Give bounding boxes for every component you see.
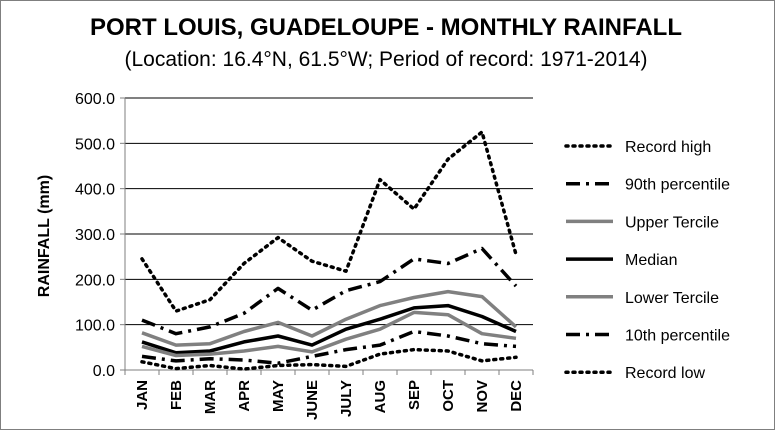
y-tick-labels: 0.0 100.0 200.0 300.0 400.0 500.0 600.0 [75, 91, 115, 380]
y-tick-label: 100.0 [75, 318, 115, 335]
series-line-3 [141, 303, 517, 355]
y-tick-label: 500.0 [75, 136, 115, 153]
y-tick-label: 300.0 [75, 227, 115, 244]
x-tick-label: JUNE [304, 380, 321, 420]
series-lines [140, 130, 518, 371]
chart-subtitle: (Location: 16.4°N, 61.5°W; Period of rec… [124, 48, 647, 71]
x-tick-label: FEB [168, 380, 185, 410]
legend-label-5: 10th percentile [625, 328, 730, 345]
series-line-0 [140, 130, 518, 313]
legend-label-0: Record high [625, 139, 711, 156]
series-line-5 [141, 329, 517, 365]
x-tick-label: OCT [440, 380, 457, 412]
y-tick-label: 200.0 [75, 272, 115, 289]
x-tick-label: MAY [270, 380, 287, 412]
x-tick-label: JAN [134, 380, 151, 410]
chart-title: PORT LOUIS, GUADELOUPE - MONTHLY RAINFAL… [90, 14, 682, 41]
y-tick-label: 600.0 [75, 91, 115, 108]
x-tick-label: NOV [474, 380, 491, 413]
series-line-6 [140, 347, 518, 371]
legend-label-2: Upper Tercile [625, 214, 719, 231]
x-tick-label: MAR [202, 380, 219, 414]
x-tick-labels: JAN FEB MAR APR MAY JUNE JULY AUG SEP OCT NOV DEC [134, 380, 525, 420]
y-tick-label: 400.0 [75, 182, 115, 199]
legend-label-3: Median [625, 252, 677, 269]
legend-label-4: Lower Tercile [625, 290, 719, 307]
x-tick-label: APR [236, 380, 253, 412]
legend-label-6: Record low [625, 365, 705, 382]
x-tick-label: DEC [508, 380, 525, 412]
legend-label-1: 90th percentile [625, 177, 730, 194]
series-line-4 [141, 310, 517, 358]
gridlines [125, 97, 533, 326]
x-tick-label: JULY [338, 380, 355, 417]
series-line-2 [141, 289, 518, 347]
series-line-1 [141, 246, 518, 336]
x-tick-label: SEP [406, 380, 423, 410]
x-tick-label: AUG [372, 380, 389, 413]
legend: Record high 90th percentile Upper Tercile M… [564, 139, 730, 382]
axes [120, 97, 534, 375]
y-axis-label: RAINFALL (mm) [36, 175, 53, 297]
y-tick-label: 0.0 [93, 363, 115, 380]
